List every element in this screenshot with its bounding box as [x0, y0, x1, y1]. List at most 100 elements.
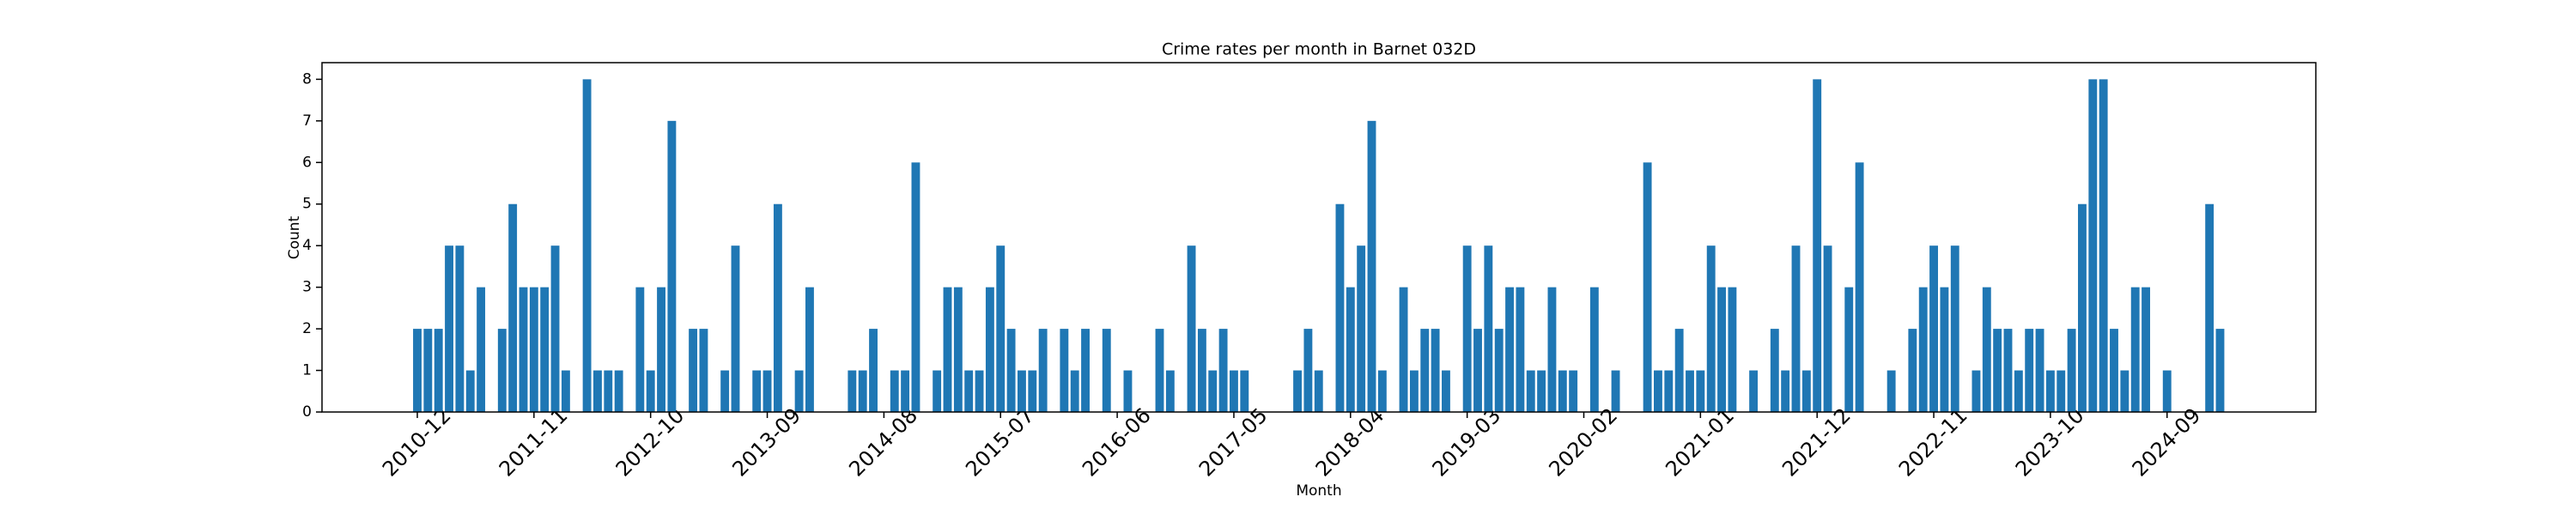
bar — [646, 370, 655, 412]
bar — [858, 370, 867, 412]
bar — [794, 370, 804, 412]
bar — [1123, 370, 1133, 412]
bar — [2099, 79, 2108, 412]
y-axis-label: Count — [286, 215, 303, 259]
bar — [1377, 370, 1387, 412]
bar — [1473, 329, 1482, 412]
bar — [1781, 370, 1790, 412]
bar — [1654, 370, 1662, 412]
bar — [1611, 370, 1620, 412]
bar — [1357, 245, 1366, 412]
bar — [1218, 329, 1228, 412]
y-tick-label: 2 — [302, 320, 312, 337]
bar — [1293, 370, 1302, 412]
bar — [1494, 329, 1504, 412]
bar — [805, 287, 814, 412]
bar — [2088, 79, 2098, 412]
bar — [1155, 329, 1164, 412]
bar — [1070, 370, 1079, 412]
bar — [1081, 329, 1090, 412]
bar — [2162, 370, 2172, 412]
bar — [497, 329, 507, 412]
bar — [1929, 245, 1938, 412]
y-tick-label: 4 — [302, 237, 312, 254]
bar — [1526, 370, 1535, 412]
bar — [1484, 245, 1493, 412]
bar — [975, 370, 984, 412]
bar — [943, 287, 952, 412]
bar — [1038, 329, 1048, 412]
bar — [1102, 329, 1111, 412]
y-tick-label: 3 — [302, 279, 312, 296]
bar — [1696, 370, 1705, 412]
bar — [561, 370, 570, 412]
bar — [699, 329, 708, 412]
bar — [1018, 370, 1026, 412]
bar — [1823, 245, 1832, 412]
bar — [1431, 329, 1440, 412]
bar — [773, 203, 782, 412]
bar — [1813, 79, 1822, 412]
bar — [455, 245, 465, 412]
bar — [1442, 370, 1450, 412]
bar — [550, 245, 560, 412]
y-tick-label: 8 — [302, 70, 312, 88]
bar — [1993, 329, 2002, 412]
bar — [1346, 287, 1355, 412]
bar — [465, 370, 475, 412]
bar — [964, 370, 974, 412]
bar — [1908, 329, 1917, 412]
bar — [689, 329, 698, 412]
bar — [731, 245, 740, 412]
bar — [2057, 370, 2066, 412]
y-tick-label: 7 — [302, 112, 312, 130]
bar — [1028, 370, 1037, 412]
chart-title: Crime rates per month in Barnet 032D — [1162, 40, 1476, 59]
bar — [1335, 203, 1345, 412]
bar — [2130, 287, 2140, 412]
bar — [1982, 287, 1991, 412]
bar — [1060, 329, 1069, 412]
bar — [1770, 329, 1779, 412]
bar — [540, 287, 550, 412]
x-axis-label: Month — [1296, 482, 1341, 500]
bar — [2014, 370, 2023, 412]
bar — [604, 370, 613, 412]
bar — [2142, 287, 2150, 412]
bar — [1643, 162, 1652, 413]
bar — [1303, 329, 1313, 412]
bar — [1399, 287, 1408, 412]
bar — [869, 329, 878, 412]
bar — [1886, 370, 1896, 412]
bar — [1855, 162, 1864, 413]
bar — [1409, 370, 1419, 412]
bar — [2025, 329, 2034, 412]
bar — [901, 370, 910, 412]
bar — [434, 329, 443, 412]
bar — [529, 287, 538, 412]
bar — [1706, 245, 1716, 412]
bar — [1918, 287, 1928, 412]
bar — [996, 245, 1005, 412]
bar — [1462, 245, 1472, 412]
bar — [1547, 287, 1557, 412]
bar — [720, 370, 730, 412]
bar — [593, 370, 602, 412]
bar — [1791, 245, 1801, 412]
bar — [1664, 370, 1674, 412]
bar — [2120, 370, 2129, 412]
bar — [1717, 287, 1726, 412]
bar — [614, 370, 623, 412]
bar — [752, 370, 762, 412]
bar — [2215, 329, 2225, 412]
bar — [762, 370, 772, 412]
bar — [1801, 370, 1811, 412]
bar — [1187, 245, 1196, 412]
bar — [890, 370, 899, 412]
bar — [413, 329, 422, 412]
bar — [1314, 370, 1323, 412]
bar — [2078, 203, 2087, 412]
bar — [2003, 329, 2013, 412]
bar — [2110, 329, 2118, 412]
bar — [1230, 370, 1238, 412]
